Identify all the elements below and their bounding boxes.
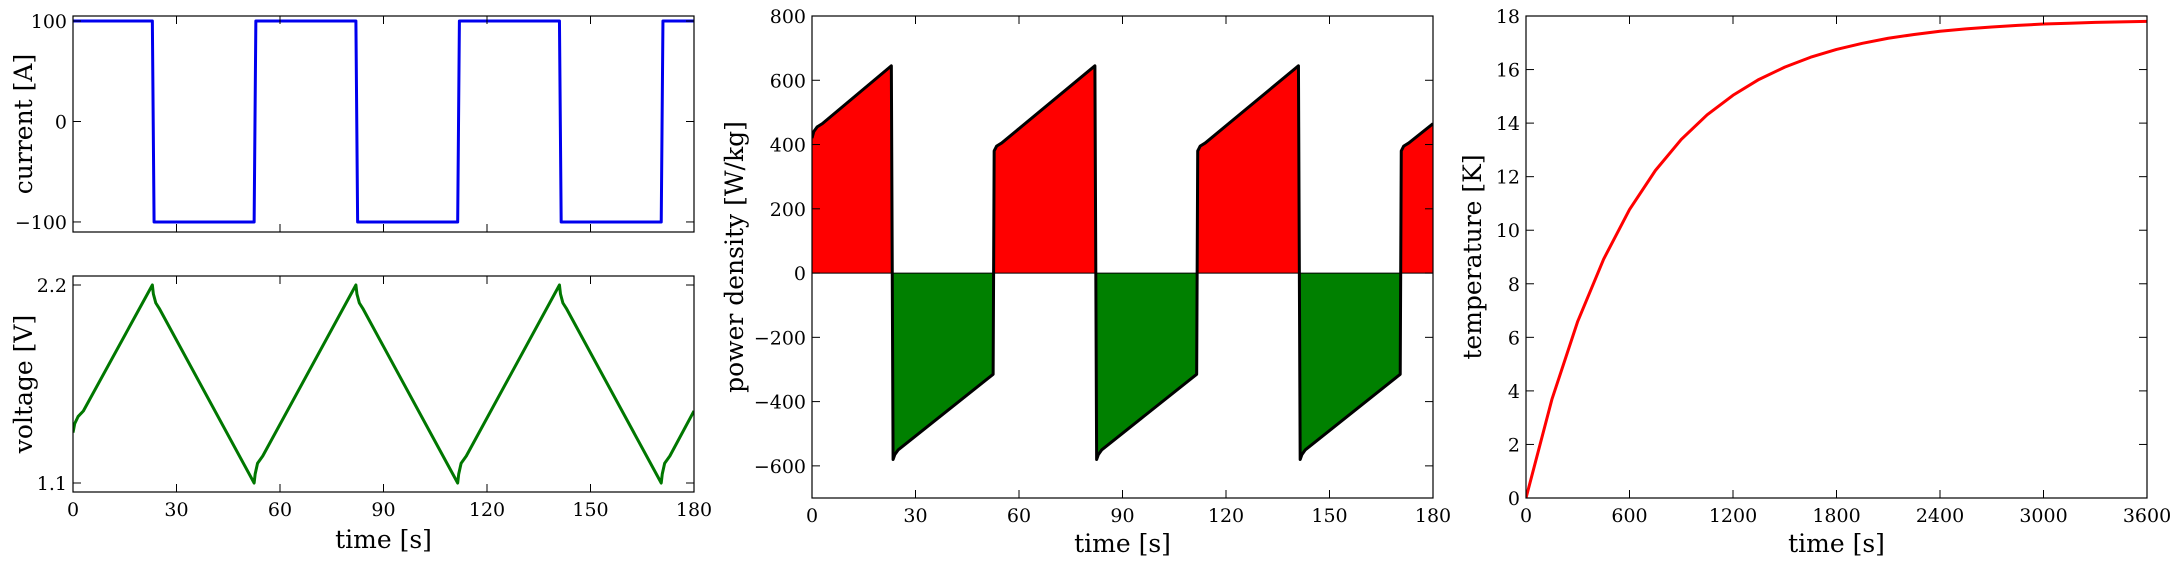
plot-frame (72, 275, 695, 493)
plot-frame (72, 15, 695, 233)
x-tick-label: 120 (1208, 505, 1244, 527)
x-axis-label: time [s] (1074, 529, 1171, 558)
x-tick-label: 120 (469, 499, 505, 521)
y-tick-label: 4 (1508, 381, 1520, 403)
series-line (73, 283, 694, 485)
y-tick-label: −100 (15, 212, 67, 234)
x-tick-label: 0 (67, 499, 79, 521)
y-tick-label: 1.1 (37, 473, 67, 495)
y-tick-label: 18 (1496, 6, 1520, 28)
x-tick-label: 1200 (1709, 505, 1757, 527)
x-tick-label: 90 (371, 499, 395, 521)
x-tick-label: 1800 (1812, 505, 1860, 527)
x-tick-label: 150 (572, 499, 608, 521)
y-tick-label: −600 (754, 456, 806, 478)
y-tick-label: 0 (1508, 488, 1520, 510)
y-tick-label: 14 (1496, 113, 1520, 135)
y-tick-label: 0 (794, 263, 806, 285)
series-line (812, 64, 1433, 461)
x-axis-label: time [s] (335, 525, 432, 554)
series-line (73, 19, 694, 224)
x-axis-label: time [s] (1788, 529, 1885, 558)
plot-frame (1525, 15, 2148, 499)
y-tick-label: 16 (1496, 60, 1520, 82)
x-tick-label: 3600 (2123, 505, 2171, 527)
x-tick-label: 30 (164, 499, 188, 521)
y-axis-label: power density [W/kg] (720, 121, 749, 393)
x-tick-label: 3000 (2019, 505, 2067, 527)
y-axis-label: voltage [V] (9, 315, 38, 454)
x-tick-label: 2400 (1916, 505, 1964, 527)
x-tick-label: 90 (1110, 505, 1134, 527)
area-negative (812, 273, 1433, 460)
series-line (1526, 19, 2147, 498)
x-tick-label: 60 (1007, 505, 1031, 527)
x-tick-label: 180 (676, 499, 712, 521)
x-tick-label: 180 (1415, 505, 1451, 527)
x-tick-label: 0 (806, 505, 818, 527)
y-tick-label: 10 (1496, 220, 1520, 242)
chart-current: 100 0 −100 current [A] (9, 11, 695, 234)
y-tick-label: 2.2 (37, 275, 67, 297)
x-tick-label: 0 (1520, 505, 1532, 527)
y-tick-label: 800 (770, 6, 806, 28)
y-tick-label: 400 (770, 135, 806, 157)
y-axis-label: current [A] (9, 54, 38, 194)
y-axis-label: temperature [K] (1458, 154, 1487, 359)
x-tick-label: 150 (1311, 505, 1347, 527)
x-tick-label: 30 (903, 505, 927, 527)
y-tick-label: 2 (1508, 434, 1520, 456)
chart-voltage: 0 30 60 90 120 150 180 2.2 1.1 voltage [V] time [s… (9, 275, 712, 554)
y-tick-label: 8 (1508, 274, 1520, 296)
x-tick-label: 600 (1611, 505, 1647, 527)
x-tick-label: 60 (268, 499, 292, 521)
y-tick-label: 600 (770, 70, 806, 92)
y-tick-label: −400 (754, 392, 806, 414)
y-tick-label: 12 (1496, 167, 1520, 189)
y-tick-label: 100 (31, 11, 67, 33)
y-tick-label: 6 (1508, 327, 1520, 349)
y-tick-label: 0 (55, 111, 67, 133)
chart-temperature: 0 600 1200 1800 2400 3000 3600 0 2 4 6 8 10 12 14 16 18 t… (1458, 6, 2171, 558)
y-tick-label: −200 (754, 327, 806, 349)
area-positive (812, 65, 1433, 274)
chart-power: 0 30 60 90 120 150 180 800 600 400 200 0 −200 −400 −60… (720, 6, 1451, 558)
y-tick-label: 200 (770, 199, 806, 221)
